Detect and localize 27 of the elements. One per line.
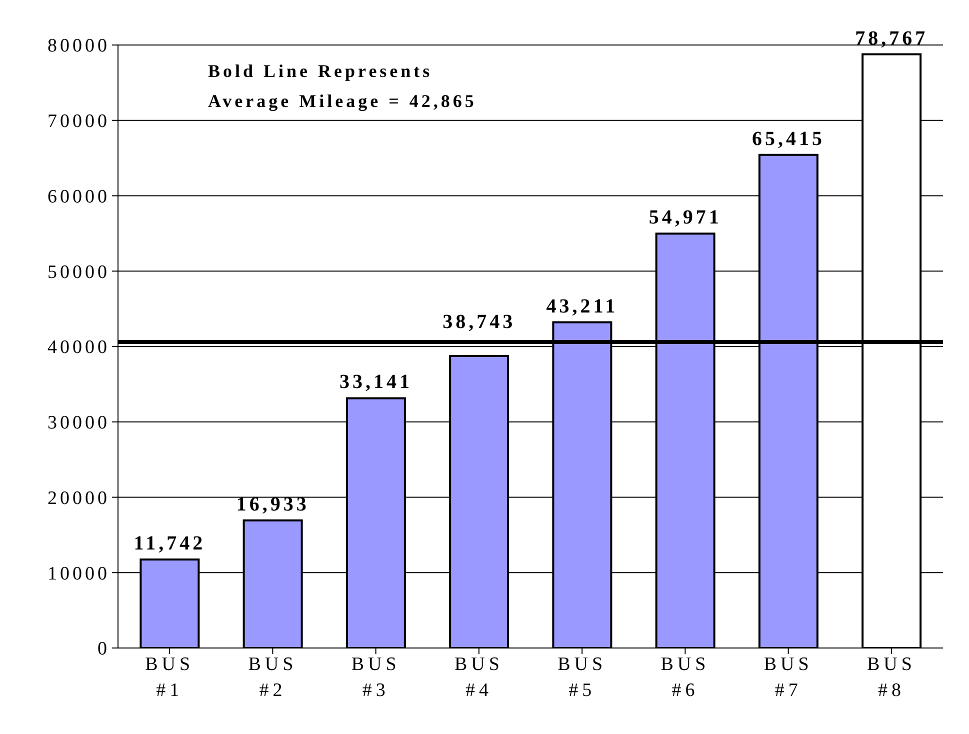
data-label: 33,141 xyxy=(339,371,412,394)
y-tick-label: 70000 xyxy=(48,111,110,132)
x-tick-label: BUS #2 xyxy=(248,654,298,701)
y-tick-label: 0 xyxy=(98,638,110,660)
x-tick-label: BUS #1 xyxy=(145,654,194,701)
x-tick-label: BUS #8 xyxy=(866,654,916,701)
data-label: 43,211 xyxy=(546,295,618,318)
x-tick-label: BUS #7 xyxy=(764,654,813,701)
data-label: 65,415 xyxy=(752,128,825,150)
data-label: 11,742 xyxy=(134,532,206,554)
y-tick-label: 10000 xyxy=(48,563,110,584)
data-label: 38,743 xyxy=(442,310,516,333)
y-tick-label: 30000 xyxy=(48,412,110,434)
x-tick-label: BUS #6 xyxy=(660,654,710,701)
data-label: 78,767 xyxy=(855,27,928,50)
y-tick-label: 80000 xyxy=(48,36,110,57)
x-tick-label: BUS #3 xyxy=(351,654,400,701)
y-tick-label: 20000 xyxy=(48,488,110,509)
annotation: Average Mileage = 42,865 xyxy=(208,90,477,113)
annotation: Bold Line Represents xyxy=(208,60,434,83)
y-tick-label: 40000 xyxy=(48,337,110,358)
y-tick-label: 60000 xyxy=(48,186,110,208)
y-tick-label: 50000 xyxy=(48,262,110,283)
data-label: 16,933 xyxy=(236,493,310,516)
x-tick-label: BUS #4 xyxy=(454,654,504,701)
data-label: 54,971 xyxy=(648,206,722,229)
x-tick-label: BUS #5 xyxy=(558,654,607,701)
